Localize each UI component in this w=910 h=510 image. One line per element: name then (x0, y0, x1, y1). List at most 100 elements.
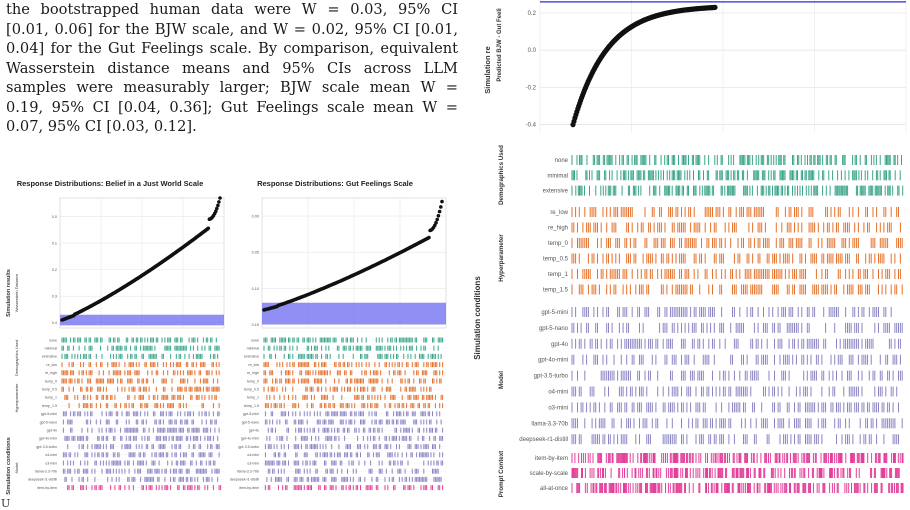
left-results-axis-label: Wasserstein Distance (14, 273, 19, 312)
y-tick-label: 0.0 (52, 215, 57, 219)
condition-row-label: temp_0.5 (244, 388, 259, 392)
condition-row-label: o4-mini (247, 453, 259, 457)
condition-row-label: gpt-5-nano (40, 420, 57, 424)
condition-row-label: o3-mini (45, 461, 57, 465)
condition-row-label: re_low (550, 210, 568, 216)
y-tick-label: 0.00 (252, 215, 259, 219)
condition-row-label: none (555, 158, 569, 164)
page-marker: U (1, 497, 11, 510)
condition-row-label: all-at-once (540, 486, 569, 492)
data-point (218, 196, 222, 200)
condition-row-label: deepseek-r1-distill (28, 478, 57, 482)
condition-row-label: deepseek-r1-distill (230, 478, 259, 482)
data-point (216, 203, 220, 208)
condition-row-label: gpt-3.5-turbo (36, 445, 57, 449)
data-point (206, 226, 211, 231)
group-label: Prompt Context (498, 451, 505, 497)
y-tick-label: -0.4 (526, 123, 537, 129)
data-point (434, 220, 438, 225)
data-point (435, 217, 440, 222)
data-point (217, 200, 221, 204)
data-point (427, 235, 431, 240)
condition-row-label: temp_0.5 (543, 257, 569, 263)
condition-row-label: re_high (45, 371, 57, 375)
group-label: Demographics Used (498, 145, 505, 205)
condition-row-label: re_high (247, 371, 259, 375)
y-tick-label: 0.4 (52, 321, 57, 325)
condition-row-label: temp_0 (548, 241, 569, 247)
condition-row-label: scale-by-scale (530, 471, 569, 477)
panel-b-chart: 0.15 0.10 0.05 0.00 none minimal extensive re_l… (230, 197, 447, 491)
paragraph-line: samples were measurably larger; BJW scal… (6, 79, 458, 96)
condition-row-label: gpt-4o-mini (241, 437, 259, 441)
human-ci-band (262, 302, 446, 325)
y-tick-label: 0.10 (252, 287, 259, 291)
y-tick-label: 0.0 (528, 48, 537, 54)
paragraph-line: 0.04] for the Gut Feelings scale. By com… (6, 40, 458, 57)
condition-row-label: extensive (42, 355, 57, 359)
condition-row-label: gpt-4o (551, 342, 569, 348)
right-conditions-chart: Demographics Used none minimal extensive Hyp… (498, 145, 904, 497)
condition-row-label: temp_1 (45, 396, 57, 400)
right-figure: Simulation re Predicted BJW - Gut Feeli … (473, 0, 907, 497)
data-point (437, 209, 442, 214)
paragraph-line: Wasserstein distance means and 95% CIs a… (6, 59, 458, 77)
condition-row-label: none (49, 338, 57, 342)
data-point (436, 214, 441, 218)
condition-row-label: o3-mini (247, 461, 259, 465)
condition-row-label: o4-mini (45, 453, 57, 457)
y-tick-label: 0.2 (528, 11, 537, 17)
condition-row-label: re_low (46, 363, 57, 367)
left-conditions-label: Simulation conditions (6, 437, 12, 494)
condition-row-label: gpt-3.5-turbo (534, 374, 569, 380)
group-label: Hyperparameter (498, 234, 505, 282)
condition-row-label: gpt-4o-mini (39, 437, 57, 441)
left-results-label: Simulation results (6, 269, 12, 317)
data-point (215, 206, 219, 211)
condition-row-label: item-by-item (37, 486, 57, 490)
condition-row-label: item-by-item (535, 456, 568, 462)
paragraph-line: 0.19, 95% CI [0.04, 0.36]; Gut Feelings … (6, 98, 458, 116)
condition-row-label: gpt-5-mini (41, 412, 57, 416)
left-group-hyperparameter: Hyperparameter (14, 383, 19, 413)
y-tick-label: 0.3 (52, 295, 57, 299)
condition-row-label: re_high (548, 226, 568, 232)
condition-row-label: minimal (247, 347, 260, 351)
condition-row-label: gpt-4o (249, 429, 259, 433)
y-tick-label: 0.15 (252, 323, 259, 327)
condition-row-label: extensive (543, 189, 569, 195)
right-results-axis-label: Predicted BJW - Gut Feeli (497, 8, 503, 82)
left-figure: Response Distributions: Belief in a Just… (6, 179, 447, 495)
condition-row-label: none (251, 338, 259, 342)
condition-row-label: llama-3.3-70b (237, 470, 259, 474)
condition-row-label: o3-mini (548, 405, 568, 411)
right-scatter-chart: 0.2 0.0 -0.2 -0.4 (526, 0, 907, 132)
condition-row-label: extensive (244, 355, 259, 359)
condition-row-label: temp_1 (247, 396, 259, 400)
y-tick-label: -0.2 (526, 85, 537, 91)
data-point (214, 209, 218, 213)
condition-row-label: minimal (547, 173, 568, 179)
paper-paragraph: the bootstrapped human data were W = 0.0… (6, 0, 458, 137)
y-tick-label: 0.1 (52, 242, 57, 246)
panel-b-title: Response Distributions: Gut Feelings Sca… (257, 179, 413, 188)
condition-row-label: temp_1.5 (244, 404, 259, 408)
condition-row-label: gpt-3.5-turbo (238, 445, 259, 449)
group-label: Model (498, 371, 505, 389)
condition-row-label: deepseek-r1-distill (519, 437, 568, 443)
condition-row-label: temp_1.5 (42, 404, 57, 408)
condition-row-label: temp_0 (247, 379, 259, 383)
y-tick-label: 0.05 (252, 251, 259, 255)
condition-row-label: temp_1.5 (543, 288, 569, 294)
paragraph-line: the bootstrapped human data were W = 0.0… (6, 1, 458, 18)
paragraph-line: 0.07, 95% CI [0.03, 0.12]. (6, 118, 197, 135)
condition-row-label: minimal (45, 347, 58, 351)
panel-a-chart: 0.4 0.3 0.2 0.1 0.0 none minimal extensive re_lo… (28, 196, 225, 491)
left-group-demographics: Demographics Used (14, 340, 19, 376)
left-group-model: Model (14, 462, 19, 473)
y-tick-label: 0.2 (52, 268, 57, 272)
data-point (712, 4, 718, 10)
right-results-label: Simulation re (483, 46, 492, 94)
condition-row-label: temp_0 (45, 379, 57, 383)
condition-row-label: item-by-item (239, 486, 259, 490)
